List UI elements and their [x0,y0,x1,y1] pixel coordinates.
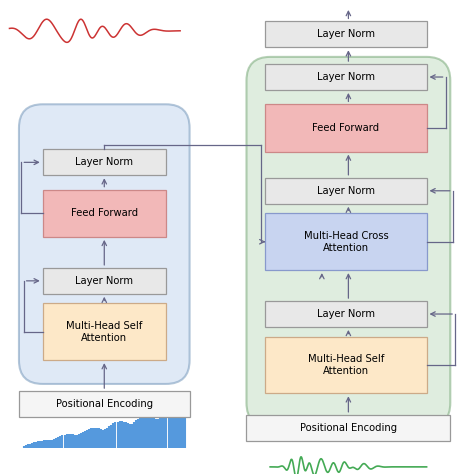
FancyBboxPatch shape [246,415,450,441]
FancyBboxPatch shape [43,268,166,294]
Text: Layer Norm: Layer Norm [317,29,375,39]
Text: Layer Norm: Layer Norm [75,276,133,286]
FancyBboxPatch shape [246,57,450,427]
FancyBboxPatch shape [265,337,427,393]
FancyBboxPatch shape [43,303,166,360]
Text: Multi-Head Self
Attention: Multi-Head Self Attention [308,354,384,376]
FancyBboxPatch shape [265,213,427,270]
Text: Layer Norm: Layer Norm [317,309,375,319]
Text: Multi-Head Cross
Attention: Multi-Head Cross Attention [304,231,388,253]
FancyBboxPatch shape [265,178,427,204]
Text: Layer Norm: Layer Norm [317,72,375,82]
FancyBboxPatch shape [265,64,427,90]
Text: Feed Forward: Feed Forward [312,123,380,133]
FancyBboxPatch shape [43,190,166,237]
FancyBboxPatch shape [19,391,190,417]
FancyBboxPatch shape [43,149,166,175]
FancyBboxPatch shape [265,21,427,47]
Text: Layer Norm: Layer Norm [317,186,375,196]
Text: Feed Forward: Feed Forward [71,208,138,219]
FancyBboxPatch shape [265,104,427,152]
Text: Layer Norm: Layer Norm [75,157,133,167]
Text: Positional Encoding: Positional Encoding [300,423,397,433]
Text: Multi-Head Self
Attention: Multi-Head Self Attention [66,321,143,343]
FancyBboxPatch shape [19,104,190,384]
Text: Positional Encoding: Positional Encoding [56,399,153,409]
FancyBboxPatch shape [265,301,427,327]
